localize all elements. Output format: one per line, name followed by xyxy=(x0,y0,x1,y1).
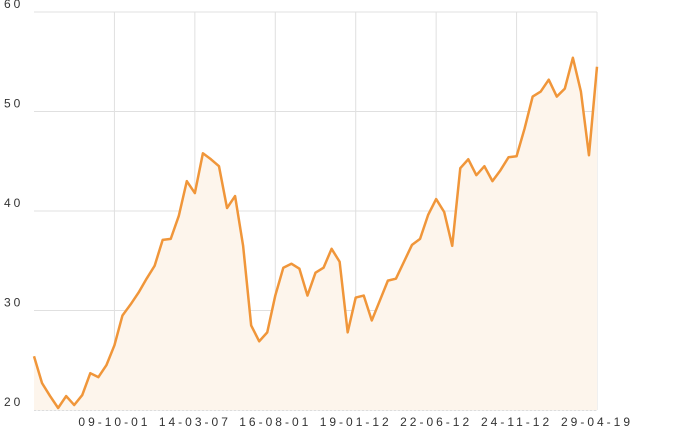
x-tick-label: 16-08-01 xyxy=(239,415,311,429)
area-fill xyxy=(34,57,597,411)
y-tick-label: 50 xyxy=(4,97,23,111)
y-tick-label: 40 xyxy=(4,196,23,210)
y-tick-label: 30 xyxy=(4,296,23,310)
line xyxy=(32,56,599,410)
x-tick-label: 24-11-12 xyxy=(481,415,552,429)
x-tick-label: 22-06-12 xyxy=(400,415,472,429)
x-tick-label: 14-03-07 xyxy=(159,415,231,429)
x-tick-label: 29-04-19 xyxy=(561,415,633,429)
y-tick-label: 20 xyxy=(4,395,23,409)
x-tick-label: 09-10-01 xyxy=(78,415,150,429)
x-tick-label: 19-01-12 xyxy=(320,415,392,429)
y-tick-label: 60 xyxy=(4,0,23,11)
